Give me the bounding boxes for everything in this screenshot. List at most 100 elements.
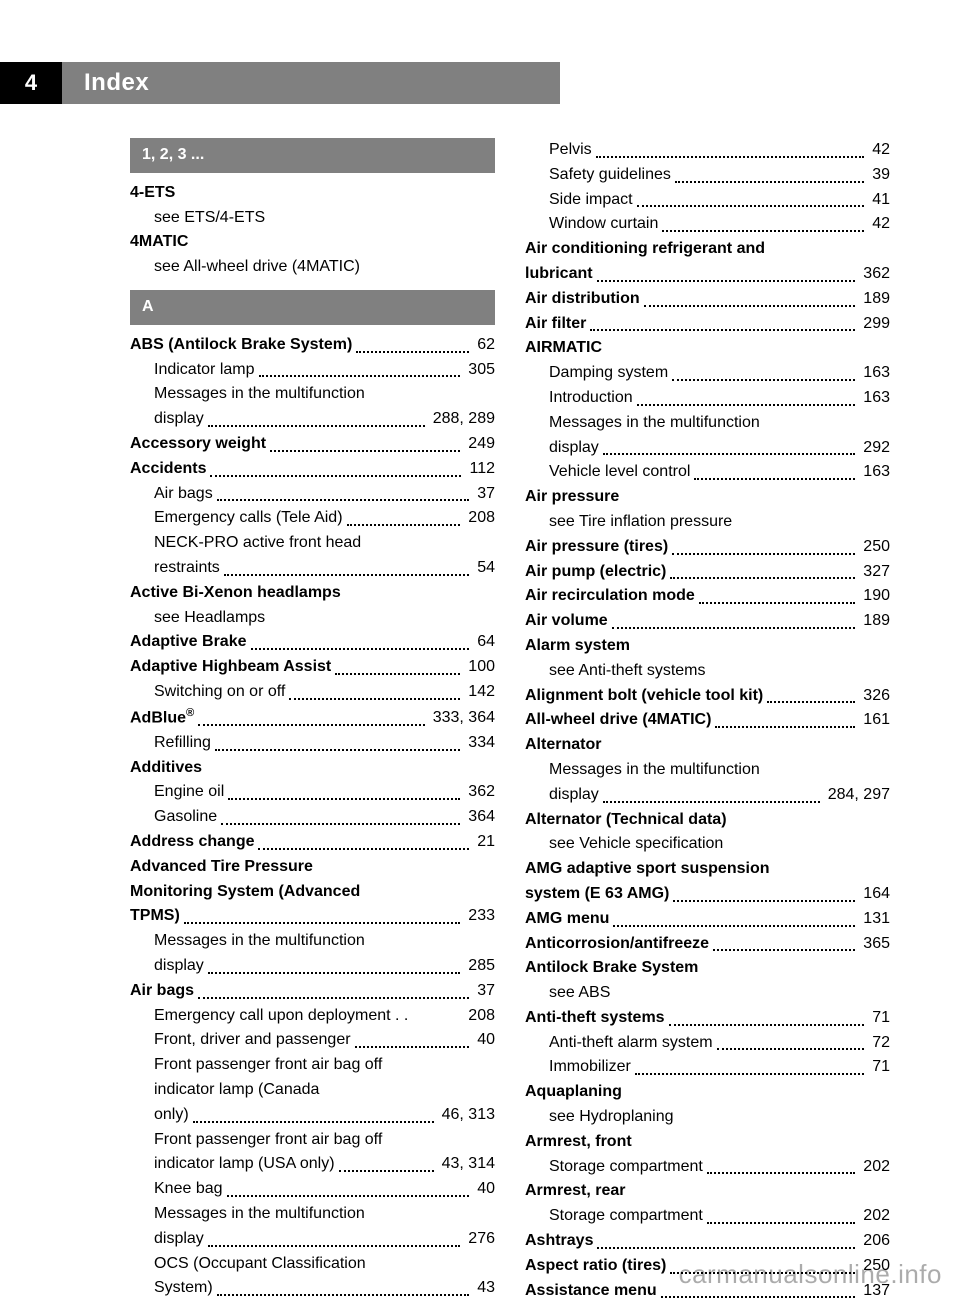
index-entry-page: 41 <box>868 188 890 213</box>
leader-dots <box>613 925 855 927</box>
index-entry: Anti-theft systems71 <box>525 1006 890 1031</box>
index-entry-page: 42 <box>868 138 890 163</box>
page-title: Index <box>62 69 149 97</box>
index-entry-label: Assistance menu <box>525 1279 657 1303</box>
leader-dots <box>590 329 855 331</box>
index-entry: Front passenger front air bag off <box>130 1053 495 1078</box>
leader-dots <box>597 280 856 282</box>
index-entry-label: Alignment bolt (vehicle tool kit) <box>525 684 763 709</box>
index-entry-label: Knee bag <box>154 1177 223 1202</box>
index-entry-label: Alternator <box>525 733 601 758</box>
index-entry-page: 71 <box>868 1006 890 1031</box>
index-entry-page: 250 <box>859 535 890 560</box>
index-entry-label: see Vehicle specification <box>549 832 723 857</box>
header-bar: 4 Index <box>0 62 560 104</box>
index-entry-label: TPMS) <box>130 904 180 929</box>
index-entry: Vehicle level control163 <box>525 460 890 485</box>
index-entry-page: 40 <box>473 1177 495 1202</box>
index-entry-label: Advanced Tire Pressure <box>130 855 313 880</box>
index-entry: Air distribution189 <box>525 287 890 312</box>
index-entry: see Anti-theft systems <box>525 659 890 684</box>
index-entry: Front, driver and passenger40 <box>130 1028 495 1053</box>
index-entry: Front passenger front air bag off <box>130 1128 495 1153</box>
index-entry-label: restraints <box>154 556 220 581</box>
index-entry-label: Storage compartment <box>549 1204 703 1229</box>
index-entry-label: Messages in the multifunction <box>154 382 365 407</box>
index-entry-label: Side impact <box>549 188 633 213</box>
index-entry-page: 206 <box>859 1229 890 1254</box>
index-entry-page: 163 <box>859 386 890 411</box>
index-entry: Air pressure <box>525 485 890 510</box>
leader-dots <box>259 375 461 377</box>
index-entry: Alarm system <box>525 634 890 659</box>
index-entry: Air recirculation mode190 <box>525 584 890 609</box>
index-entry: AIRMATIC <box>525 336 890 361</box>
leader-dots <box>347 524 461 526</box>
index-entry-label: Ashtrays <box>525 1229 593 1254</box>
index-entry: All-wheel drive (4MATIC)161 <box>525 708 890 733</box>
index-entry-label: Air bags <box>130 979 194 1004</box>
leader-dots <box>670 577 855 579</box>
leader-dots <box>635 1073 864 1075</box>
index-entry: Storage compartment 202 <box>525 1204 890 1229</box>
index-entry: 4-ETS <box>130 181 495 206</box>
index-entry-label: Air distribution <box>525 287 640 312</box>
leader-dots <box>198 997 469 999</box>
index-entry: Anti-theft alarm system72 <box>525 1031 890 1056</box>
index-entry: Emergency calls (Tele Aid)208 <box>130 506 495 531</box>
index-entry-label: Air conditioning refrigerant and <box>525 237 765 262</box>
index-entry-page: 190 <box>859 584 890 609</box>
index-entry-label: Messages in the multifunction <box>549 411 760 436</box>
index-entry: see ETS/4-ETS <box>130 206 495 231</box>
leader-dots <box>603 453 855 455</box>
index-entry-label: Address change <box>130 830 254 855</box>
leader-dots <box>662 230 864 232</box>
index-entry-label: Engine oil <box>154 780 224 805</box>
leader-dots <box>699 602 855 604</box>
index-entry-label: Front passenger front air bag off <box>154 1053 382 1078</box>
index-entry-page: 333, 364 <box>429 706 495 731</box>
index-entry: Air filter299 <box>525 312 890 337</box>
index-entry: Side impact 41 <box>525 188 890 213</box>
index-entry-label: Accidents <box>130 457 206 482</box>
index-entry: Emergency call upon deployment . .208 <box>130 1004 495 1029</box>
index-entry-page: 249 <box>464 432 495 457</box>
index-entry: display284, 297 <box>525 783 890 808</box>
index-entry-label: Aquaplaning <box>525 1080 622 1105</box>
index-entry: Refilling334 <box>130 731 495 756</box>
index-entry-page: 42 <box>868 212 890 237</box>
index-entry-label: only) <box>154 1103 189 1128</box>
index-entry: Switching on or off142 <box>130 680 495 705</box>
leader-dots <box>227 1195 470 1197</box>
index-entry-page: 43 <box>473 1276 495 1301</box>
index-entry-page: 202 <box>859 1204 890 1229</box>
index-entry: Antilock Brake System <box>525 956 890 981</box>
index-entry-label: Vehicle level control <box>549 460 690 485</box>
leader-dots <box>707 1222 855 1224</box>
index-entry: OCS (Occupant Classification <box>130 1252 495 1277</box>
leader-dots <box>217 499 470 501</box>
index-entry-label: Alternator (Technical data) <box>525 808 727 833</box>
leader-dots <box>289 698 460 700</box>
leader-dots <box>208 425 425 427</box>
index-entry-page: 305 <box>464 358 495 383</box>
leader-dots <box>335 673 460 675</box>
index-entry: Knee bag 40 <box>130 1177 495 1202</box>
index-entry-page: 362 <box>859 262 890 287</box>
leader-dots <box>675 181 864 183</box>
index-entry-page: 326 <box>859 684 890 709</box>
index-entry-label: Introduction <box>549 386 633 411</box>
index-entry-page: 276 <box>464 1227 495 1252</box>
index-entry-page: 163 <box>859 361 890 386</box>
index-entry: Air conditioning refrigerant and <box>525 237 890 262</box>
index-entry-label: Monitoring System (Advanced <box>130 880 360 905</box>
leader-dots <box>356 351 469 353</box>
index-entry-page: 46, 313 <box>438 1103 495 1128</box>
index-section-heading: 1, 2, 3 ... <box>130 138 495 173</box>
leader-dots <box>224 574 469 576</box>
index-entry-page: 37 <box>473 482 495 507</box>
index-entry-label: see ABS <box>549 981 610 1006</box>
index-entry-page: 362 <box>464 780 495 805</box>
index-entry-page: 100 <box>464 655 495 680</box>
index-entry-label: Gasoline <box>154 805 217 830</box>
